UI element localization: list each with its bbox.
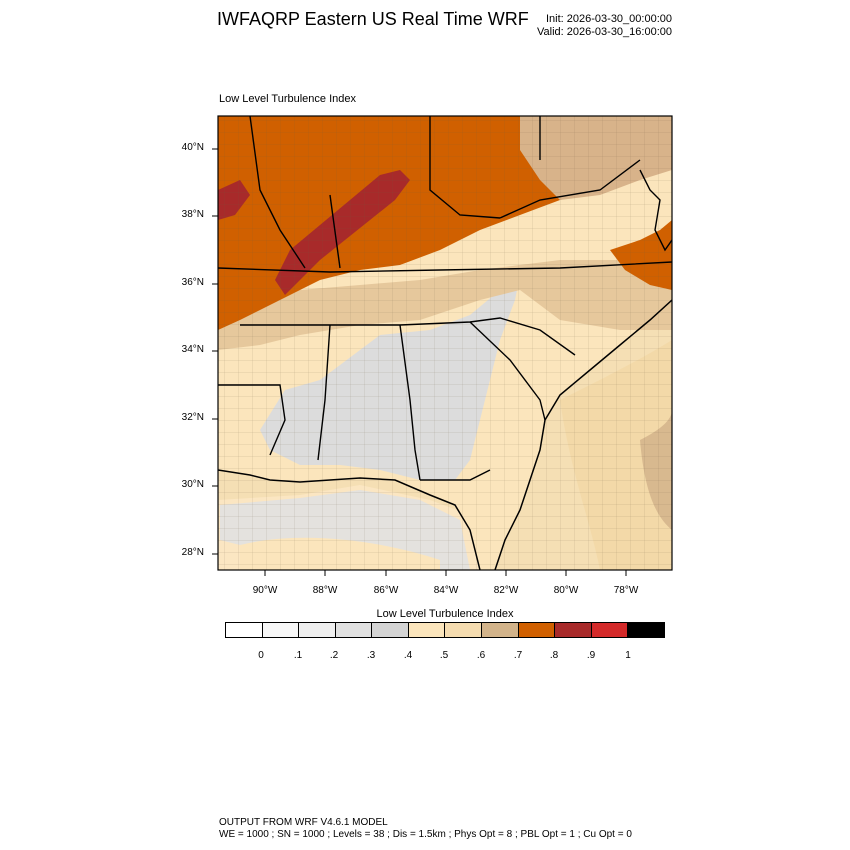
lon-label-90w: 90°W [252, 585, 278, 596]
lat-label-28n: 28°N [181, 547, 204, 558]
lon-label-80w: 80°W [553, 585, 579, 596]
lat-label-38n: 38°N [181, 209, 204, 220]
chesapeake-coast [639, 169, 672, 252]
colorbar-box [445, 623, 483, 637]
colorbar-box [299, 623, 336, 637]
colorbar-label: 0 [258, 650, 264, 661]
colorbar-box [226, 623, 263, 637]
colorbar-box [518, 623, 556, 637]
colorbar-label: .5 [439, 650, 449, 661]
colorbar-box [591, 623, 629, 637]
colorbar-label: .6 [476, 650, 486, 661]
colorbar-box [555, 623, 592, 637]
axis-ticks [212, 148, 627, 576]
colorbar-label: 1 [625, 650, 631, 661]
colorbar-label: .9 [586, 650, 596, 661]
colorbar-label: .3 [366, 650, 376, 661]
colorbar-label: .8 [549, 650, 559, 661]
map-frame [217, 115, 673, 571]
lon-label-84w: 84°W [433, 585, 459, 596]
lat-label-36n: 36°N [181, 277, 204, 288]
colorbar-box [372, 623, 409, 637]
colorbar-label: .7 [513, 650, 523, 661]
colorbar-title: Low Level Turbulence Index [376, 608, 514, 620]
colorbar-label: .4 [403, 650, 413, 661]
model-info-line2: WE = 1000 ; SN = 1000 ; Levels = 38 ; Di… [219, 829, 632, 840]
lat-label-40n: 40°N [181, 142, 204, 153]
model-info-line1: OUTPUT FROM WRF V4.6.1 MODEL [219, 817, 388, 828]
lon-label-82w: 82°W [493, 585, 519, 596]
init-time: Init: 2026-03-30_00:00:00 [546, 13, 672, 25]
colorbar-box [482, 623, 519, 637]
coastline [218, 299, 672, 570]
panel-title: Low Level Turbulence Index [219, 93, 356, 105]
state-borders [218, 116, 672, 481]
colorbar-box [408, 623, 446, 637]
colorbar-label: .1 [293, 650, 303, 661]
main-title: IWFAQRP Eastern US Real Time WRF [217, 9, 529, 29]
colorbar-box [262, 623, 300, 637]
lat-label-30n: 30°N [181, 479, 204, 490]
colorbar-box [335, 623, 373, 637]
colorbar [225, 622, 665, 638]
valid-time: Valid: 2026-03-30_16:00:00 [537, 26, 672, 38]
lat-label-34n: 34°N [181, 344, 204, 355]
lon-label-88w: 88°W [312, 585, 338, 596]
colorbar-label: .2 [329, 650, 339, 661]
county-lines [218, 116, 672, 570]
lon-label-86w: 86°W [373, 585, 399, 596]
lat-label-32n: 32°N [181, 412, 204, 423]
lon-label-78w: 78°W [613, 585, 639, 596]
colorbar-box [628, 623, 664, 637]
